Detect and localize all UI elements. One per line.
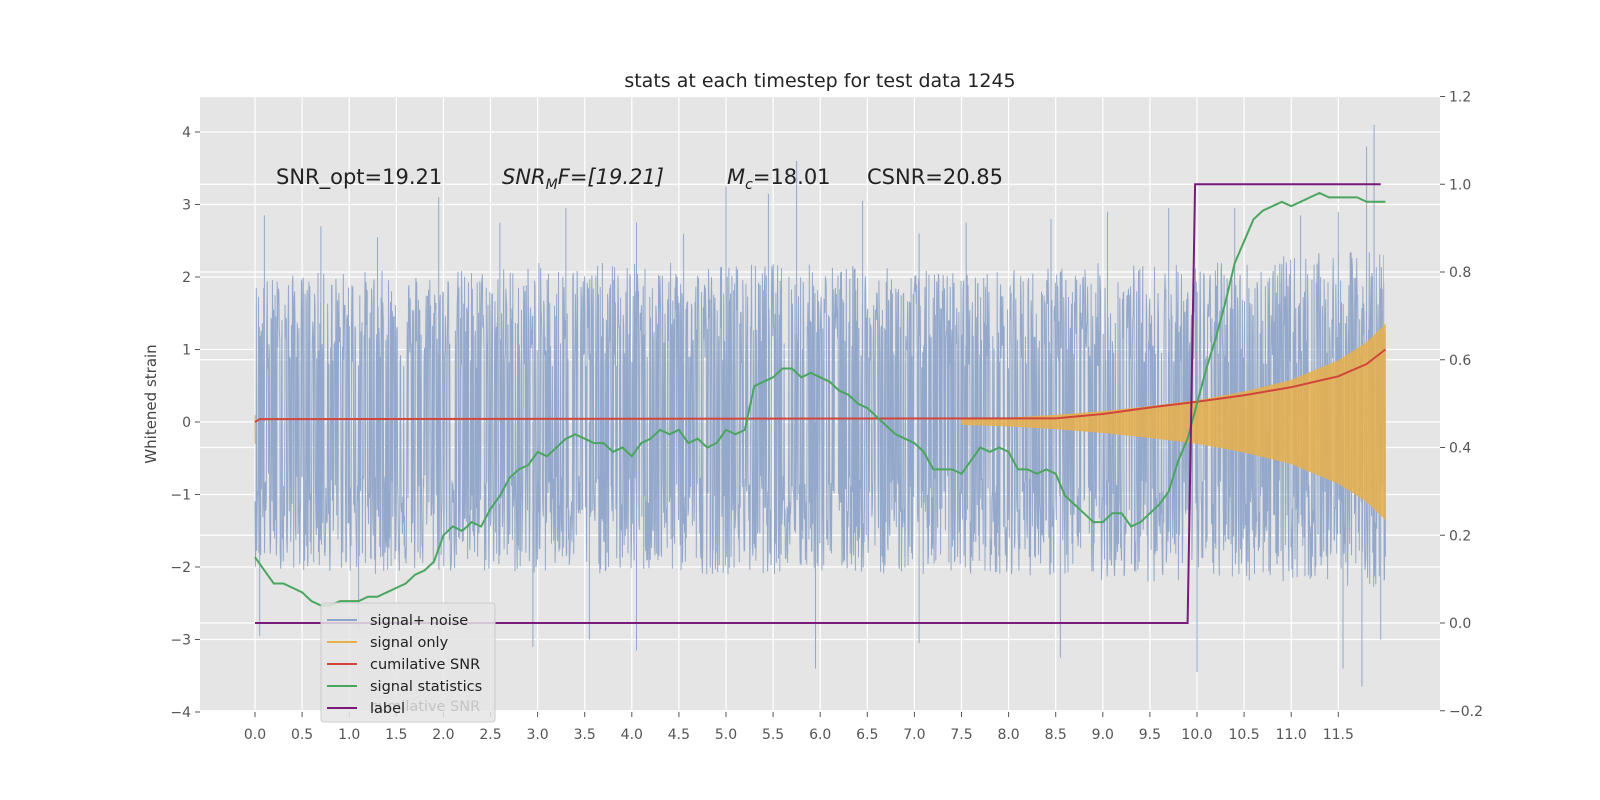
annotation-snr-mf-base: SNR	[502, 165, 546, 189]
legend-items: signal+ noise signal only cumilative SNR si…	[327, 613, 482, 717]
legend-label: signal only	[370, 635, 449, 651]
legend-label: label	[370, 701, 405, 717]
x-tick-label: 11.5	[1323, 727, 1354, 743]
y-axis-label: Whitened strain	[142, 344, 160, 463]
x-tick-label: 0.0	[244, 727, 266, 743]
y2-tick-label: 1.0	[1449, 177, 1471, 193]
y-tick-label: 0	[182, 415, 191, 431]
y2-tick-label: −0.2	[1449, 704, 1483, 720]
legend-ghost-text: cumilative SNR	[370, 699, 480, 715]
legend-label: cumilative SNR	[370, 657, 480, 673]
annotations: SNR_opt=19.21 SNRMF=[19.21] Mc=18.01 CSN…	[276, 165, 1003, 193]
x-tick-label: 2.5	[479, 727, 501, 743]
annotation-snr-mf-rest: F=[19.21]	[558, 165, 664, 189]
annotation-csnr: CSNR=20.85	[867, 165, 1003, 189]
x-tick-label: 8.5	[1045, 727, 1067, 743]
x-tick-label: 11.0	[1276, 727, 1307, 743]
annotation-mc-sub: c	[745, 177, 753, 193]
x-tick-label: 3.0	[526, 727, 548, 743]
series-signal-noise	[254, 124, 1386, 687]
x-tick-label: 8.0	[997, 727, 1019, 743]
y2-tick-label: 0.8	[1449, 265, 1471, 281]
y-tick-label: 3	[182, 198, 191, 214]
annotation-mc-rest: =18.01	[753, 165, 831, 189]
x-tick-label: 0.5	[291, 727, 313, 743]
x-tick-label: 6.0	[809, 727, 831, 743]
y-tick-label: 1	[182, 343, 191, 359]
legend: cumilative SNR signal+ noise signal only c…	[320, 602, 496, 723]
y-tick-label: 2	[182, 270, 191, 286]
x-tick-label: 10.5	[1229, 727, 1260, 743]
annotation-snr-mf-sub: M	[546, 177, 558, 193]
y2-tick-label: 0.6	[1449, 353, 1471, 369]
y-tick-label: 4	[182, 125, 191, 141]
y2-tick-label: 1.2	[1449, 90, 1471, 106]
series-label	[255, 183, 1381, 624]
y2-tick-label: 0.2	[1449, 528, 1471, 544]
x-tick-label: 7.0	[903, 727, 925, 743]
x-tick-label: 1.0	[338, 727, 360, 743]
legend-label: signal statistics	[370, 679, 482, 695]
x-tick-label: 6.5	[856, 727, 878, 743]
x-tick-label: 1.5	[385, 727, 407, 743]
x-tick-label: 5.0	[715, 727, 737, 743]
x-tick-label: 9.5	[1139, 727, 1161, 743]
legend-label: signal+ noise	[370, 613, 468, 629]
x-tick-label: 5.5	[762, 727, 784, 743]
x-tick-label: 10.0	[1181, 727, 1212, 743]
series-signal-statistics	[254, 191, 1386, 607]
y-tick-label: −4	[170, 705, 191, 721]
series-signal-only	[254, 255, 1386, 520]
annotation-mc-base: M	[727, 165, 745, 189]
x-tick-label: 7.5	[950, 727, 972, 743]
x-tick-label: 4.0	[621, 727, 643, 743]
annotation-mc: Mc=18.01	[727, 165, 831, 193]
y-tick-label: −2	[170, 560, 191, 576]
y-tick-label: −3	[170, 633, 191, 649]
x-tick-label: 3.5	[574, 727, 596, 743]
chart-title: stats at each timestep for test data 124…	[624, 70, 1015, 92]
y2-tick-label: 0.4	[1449, 441, 1471, 457]
axis-ticks: 0.0 0.5 1.0 1.5 2.0 2.5 3.0 3.5 4.0 4.5 5.0 5.5 6.0 6…	[170, 90, 1483, 744]
x-tick-label: 4.5	[668, 727, 690, 743]
legend-box	[320, 602, 496, 723]
y2-tick-label: 0.0	[1449, 616, 1471, 632]
annotation-snr-opt: SNR_opt=19.21	[276, 165, 442, 190]
annotation-snr-mf: SNRMF=[19.21]	[502, 165, 664, 193]
x-tick-label: 9.0	[1092, 727, 1114, 743]
y-tick-label: −1	[170, 488, 191, 504]
series-layer	[254, 124, 1387, 687]
x-tick-label: 2.0	[432, 727, 454, 743]
